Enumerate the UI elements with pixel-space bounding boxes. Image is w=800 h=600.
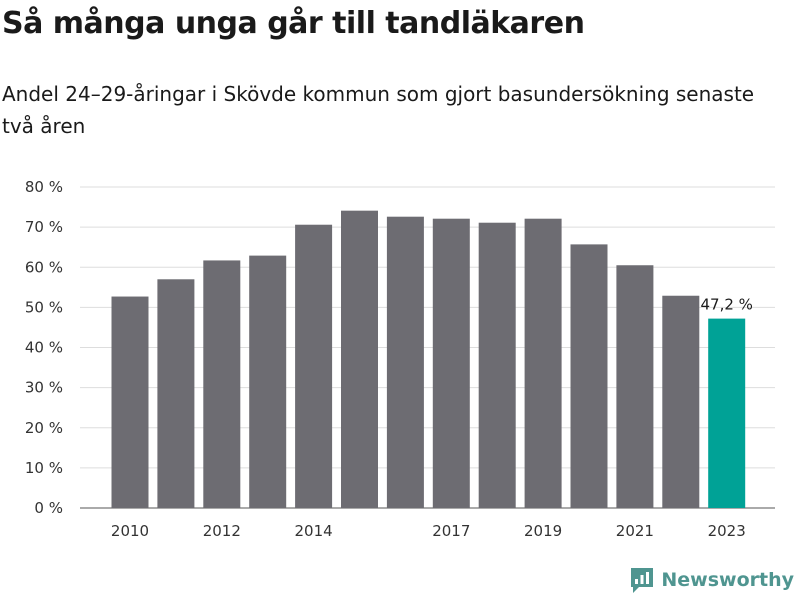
y-axis-ticks: 0 % 10 % 20 % 30 % 40 % 50 % 60 % 70 % 80 % [25,178,63,517]
data-label: 47,2 % [700,296,752,314]
x-tick-label: 2014 [295,522,333,540]
bar-2022 [662,295,700,508]
bar-2010 [111,296,149,508]
bar-2023 [708,318,746,508]
y-tick-label: 20 % [25,419,63,437]
y-tick-label: 30 % [25,379,63,397]
newsworthy-logo-text: Newsworthy [661,569,794,591]
chart-title: Så många unga går till tandläkaren [2,6,585,41]
bar-2012 [203,260,241,508]
x-tick-label: 2021 [616,522,654,540]
x-tick-label: 2017 [432,522,470,540]
bar-chart: 0 % 10 % 20 % 30 % 40 % 50 % 60 % 70 % 80 % 2010… [25,178,775,540]
y-tick-label: 70 % [25,218,63,236]
y-tick-label: 10 % [25,459,63,477]
y-tick-label: 60 % [25,258,63,276]
gridlines [80,186,775,509]
x-tick-label: 2023 [708,522,746,540]
x-axis-ticks: 2010 2012 2014 2017 2019 2021 2023 [111,522,746,540]
bar-2021 [616,265,654,508]
y-tick-label: 0 % [34,499,63,517]
x-tick-label: 2012 [203,522,241,540]
bar-2020 [570,244,608,508]
chart-subtitle: Andel 24–29-åringar i Skövde kommun som … [2,82,755,138]
y-tick-label: 40 % [25,339,63,357]
bars [111,210,746,509]
bar-2018 [478,222,516,508]
bar-2014 [295,224,333,508]
newsworthy-logo-icon [631,568,654,593]
bar-2016 [386,216,424,508]
data-labels: 47,2 % [700,296,752,314]
newsworthy-logo: Newsworthy [629,566,794,594]
bar-2017 [432,218,470,509]
bar-2013 [249,255,287,508]
x-tick-label: 2019 [524,522,562,540]
y-tick-label: 80 % [25,178,63,196]
bar-2019 [524,218,562,509]
y-tick-label: 50 % [25,298,63,316]
bar-2015 [341,210,378,508]
bar-2011 [157,279,195,508]
x-tick-label: 2010 [111,522,149,540]
